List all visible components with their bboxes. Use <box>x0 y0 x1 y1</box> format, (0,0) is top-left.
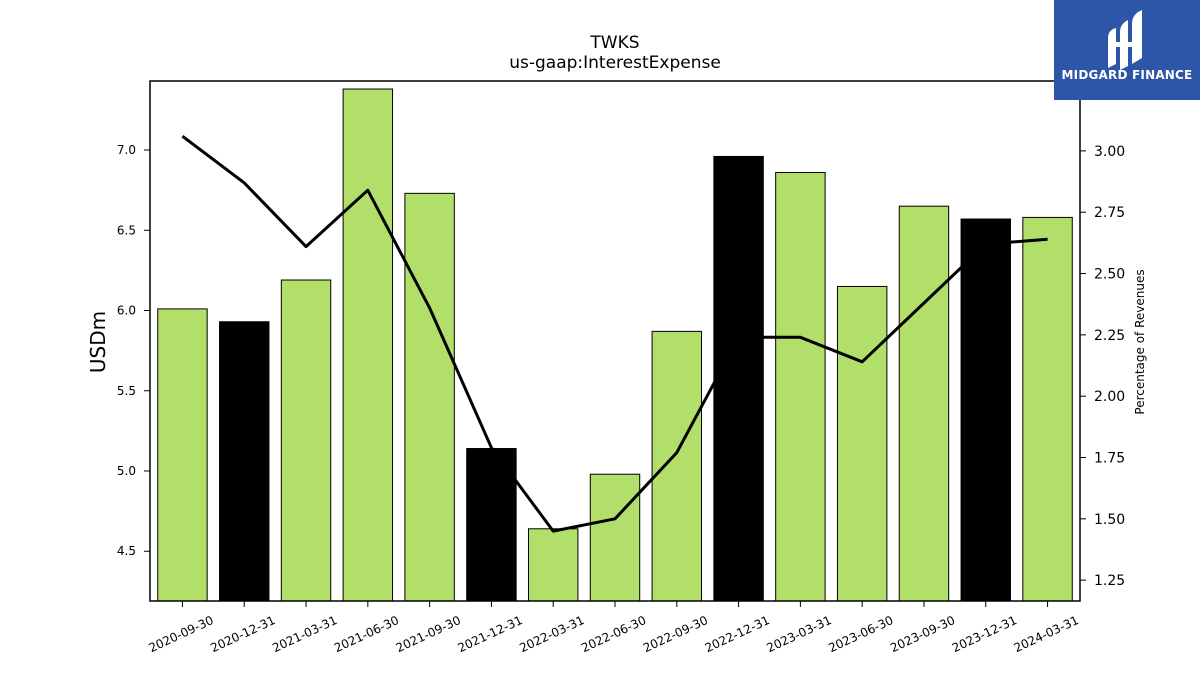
y2-tick-label: 2.00 <box>1094 389 1125 405</box>
y-tick-label: 4.5 <box>117 544 136 558</box>
bar-2022-09-30 <box>651 330 703 602</box>
x-tick-label: 2023-06-30 <box>826 613 895 655</box>
y-tick-label: 5.0 <box>117 464 136 478</box>
x-tick-label: 2022-09-30 <box>641 613 710 655</box>
y2-tick-label: 2.75 <box>1094 205 1125 221</box>
x-tick-label: 2023-03-31 <box>765 613 834 655</box>
bar-2020-12-31 <box>219 321 270 602</box>
x-tick-label: 2021-03-31 <box>270 613 339 655</box>
x-tick-label: 2023-12-31 <box>950 613 1019 655</box>
midgard-finance-logo: MIDGARD FINANCE <box>1054 0 1200 100</box>
y2-tick-label: 1.25 <box>1094 573 1125 589</box>
y2-tick-label: 2.50 <box>1094 267 1125 283</box>
bar-2020-09-30 <box>157 308 208 602</box>
x-tick-label: 2024-03-31 <box>1012 613 1081 655</box>
bar-2021-03-31 <box>280 279 332 602</box>
bar-2022-03-31 <box>527 528 579 602</box>
x-tick-label: 2020-09-30 <box>147 613 216 655</box>
x-tick-label: 2021-12-31 <box>456 613 525 655</box>
y2-axis-label: Percentage of Revenues <box>1133 269 1147 414</box>
bar-2022-06-30 <box>589 473 641 602</box>
y2-tick-label: 1.75 <box>1094 451 1125 467</box>
bar-2023-12-31 <box>960 218 1011 602</box>
bars-layer <box>157 88 1073 602</box>
bar-2021-12-31 <box>466 448 517 602</box>
x-tick-label: 2022-03-31 <box>517 613 586 655</box>
line-layer <box>181 135 1048 533</box>
y-axis-label: USDm <box>86 311 110 373</box>
bar-2023-06-30 <box>836 285 888 602</box>
bar-2023-03-31 <box>775 171 826 602</box>
bar-2021-06-30 <box>342 88 394 602</box>
x-tick-label: 2020-12-31 <box>208 613 277 655</box>
chart-title: TWKS <box>589 33 639 53</box>
percentage-line <box>181 135 1048 533</box>
y-tick-label: 7.0 <box>117 143 136 157</box>
x-tick-label: 2021-09-30 <box>394 613 463 655</box>
bar-2023-09-30 <box>898 205 950 602</box>
bar-2024-03-31 <box>1022 216 1073 602</box>
x-tick-label: 2022-12-31 <box>703 613 772 655</box>
y-tick-label: 5.5 <box>117 384 136 398</box>
bar-2021-09-30 <box>404 192 455 602</box>
midgard-logo-icon <box>1108 10 1142 70</box>
y-tick-label: 6.0 <box>117 304 136 318</box>
x-tick-label: 2023-09-30 <box>888 613 957 655</box>
x-tick-label: 2021-06-30 <box>332 613 401 655</box>
y2-tick-label: 3.00 <box>1094 144 1125 160</box>
y-tick-label: 6.5 <box>117 223 136 237</box>
x-tick-label: 2022-06-30 <box>579 613 648 655</box>
logo-text: MIDGARD FINANCE <box>1061 68 1193 82</box>
y2-tick-label: 1.50 <box>1094 512 1125 528</box>
y2-tick-label: 2.25 <box>1094 328 1125 344</box>
chart-subtitle: us-gaap:InterestExpense <box>509 53 721 73</box>
bar-2022-12-31 <box>713 155 764 602</box>
